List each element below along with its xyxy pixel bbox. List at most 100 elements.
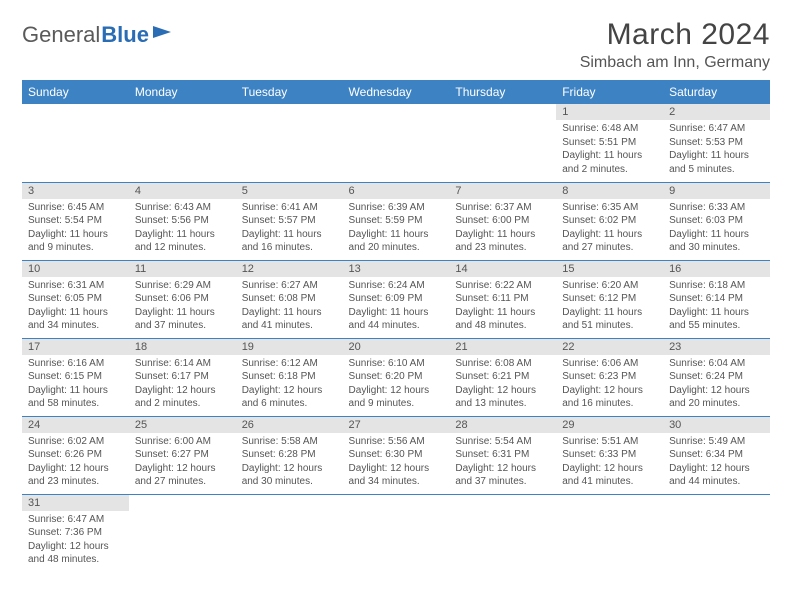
day-number: 5 [236, 183, 343, 199]
day-number: 22 [556, 339, 663, 355]
day-number: 17 [22, 339, 129, 355]
day-number [236, 104, 343, 120]
day-cell: 17Sunrise: 6:16 AMSunset: 6:15 PMDayligh… [22, 338, 129, 416]
sunset-text: Sunset: 6:18 PM [242, 370, 337, 384]
day-cell: 27Sunrise: 5:56 AMSunset: 6:30 PMDayligh… [343, 416, 450, 494]
day-details: Sunrise: 6:29 AMSunset: 6:06 PMDaylight:… [129, 277, 236, 337]
daylight-text: and 5 minutes. [669, 163, 764, 177]
daylight-text: and 20 minutes. [349, 241, 444, 255]
day-cell: 29Sunrise: 5:51 AMSunset: 6:33 PMDayligh… [556, 416, 663, 494]
day-cell: 21Sunrise: 6:08 AMSunset: 6:21 PMDayligh… [449, 338, 556, 416]
daylight-text: Daylight: 11 hours [28, 306, 123, 320]
sunset-text: Sunset: 5:56 PM [135, 214, 230, 228]
day-cell [449, 494, 556, 572]
daylight-text: and 37 minutes. [135, 319, 230, 333]
daylight-text: and 34 minutes. [349, 475, 444, 489]
sunrise-text: Sunrise: 6:45 AM [28, 201, 123, 215]
day-details: Sunrise: 6:06 AMSunset: 6:23 PMDaylight:… [556, 355, 663, 415]
day-details: Sunrise: 6:18 AMSunset: 6:14 PMDaylight:… [663, 277, 770, 337]
day-details: Sunrise: 6:00 AMSunset: 6:27 PMDaylight:… [129, 433, 236, 493]
day-details: Sunrise: 6:22 AMSunset: 6:11 PMDaylight:… [449, 277, 556, 337]
day-number [449, 495, 556, 511]
sunrise-text: Sunrise: 6:22 AM [455, 279, 550, 293]
day-header: Tuesday [236, 80, 343, 104]
sunrise-text: Sunrise: 6:04 AM [669, 357, 764, 371]
day-cell: 8Sunrise: 6:35 AMSunset: 6:02 PMDaylight… [556, 182, 663, 260]
sunset-text: Sunset: 5:53 PM [669, 136, 764, 150]
sunrise-text: Sunrise: 6:48 AM [562, 122, 657, 136]
day-details: Sunrise: 6:31 AMSunset: 6:05 PMDaylight:… [22, 277, 129, 337]
daylight-text: Daylight: 12 hours [242, 462, 337, 476]
day-cell [449, 104, 556, 182]
sunrise-text: Sunrise: 6:29 AM [135, 279, 230, 293]
day-number: 27 [343, 417, 450, 433]
daylight-text: and 34 minutes. [28, 319, 123, 333]
sunrise-text: Sunrise: 5:49 AM [669, 435, 764, 449]
day-cell: 31Sunrise: 6:47 AMSunset: 7:36 PMDayligh… [22, 494, 129, 572]
week-row: 17Sunrise: 6:16 AMSunset: 6:15 PMDayligh… [22, 338, 770, 416]
daylight-text: and 48 minutes. [455, 319, 550, 333]
day-header: Sunday [22, 80, 129, 104]
sunset-text: Sunset: 6:06 PM [135, 292, 230, 306]
day-number: 1 [556, 104, 663, 120]
day-cell: 20Sunrise: 6:10 AMSunset: 6:20 PMDayligh… [343, 338, 450, 416]
day-number: 15 [556, 261, 663, 277]
day-number: 23 [663, 339, 770, 355]
day-cell: 6Sunrise: 6:39 AMSunset: 5:59 PMDaylight… [343, 182, 450, 260]
day-number [663, 495, 770, 511]
day-number: 26 [236, 417, 343, 433]
daylight-text: and 48 minutes. [28, 553, 123, 567]
day-details: Sunrise: 6:10 AMSunset: 6:20 PMDaylight:… [343, 355, 450, 415]
day-number: 13 [343, 261, 450, 277]
daylight-text: and 58 minutes. [28, 397, 123, 411]
day-cell: 13Sunrise: 6:24 AMSunset: 6:09 PMDayligh… [343, 260, 450, 338]
day-number: 31 [22, 495, 129, 511]
sunrise-text: Sunrise: 6:27 AM [242, 279, 337, 293]
day-cell: 11Sunrise: 6:29 AMSunset: 6:06 PMDayligh… [129, 260, 236, 338]
day-header: Monday [129, 80, 236, 104]
day-cell: 23Sunrise: 6:04 AMSunset: 6:24 PMDayligh… [663, 338, 770, 416]
daylight-text: and 16 minutes. [242, 241, 337, 255]
daylight-text: Daylight: 12 hours [242, 384, 337, 398]
daylight-text: and 30 minutes. [242, 475, 337, 489]
sunrise-text: Sunrise: 6:47 AM [669, 122, 764, 136]
sunset-text: Sunset: 5:54 PM [28, 214, 123, 228]
day-details: Sunrise: 6:45 AMSunset: 5:54 PMDaylight:… [22, 199, 129, 259]
sunrise-text: Sunrise: 6:31 AM [28, 279, 123, 293]
day-details: Sunrise: 6:24 AMSunset: 6:09 PMDaylight:… [343, 277, 450, 337]
sunrise-text: Sunrise: 6:39 AM [349, 201, 444, 215]
daylight-text: Daylight: 11 hours [562, 228, 657, 242]
day-cell [129, 494, 236, 572]
sunset-text: Sunset: 6:08 PM [242, 292, 337, 306]
sunrise-text: Sunrise: 6:08 AM [455, 357, 550, 371]
day-details: Sunrise: 6:02 AMSunset: 6:26 PMDaylight:… [22, 433, 129, 493]
daylight-text: Daylight: 11 hours [669, 228, 764, 242]
day-number: 4 [129, 183, 236, 199]
day-header-row: Sunday Monday Tuesday Wednesday Thursday… [22, 80, 770, 104]
sunset-text: Sunset: 6:20 PM [349, 370, 444, 384]
day-header: Wednesday [343, 80, 450, 104]
day-details: Sunrise: 5:51 AMSunset: 6:33 PMDaylight:… [556, 433, 663, 493]
week-row: 24Sunrise: 6:02 AMSunset: 6:26 PMDayligh… [22, 416, 770, 494]
daylight-text: Daylight: 11 hours [669, 149, 764, 163]
daylight-text: and 41 minutes. [562, 475, 657, 489]
day-number: 6 [343, 183, 450, 199]
week-row: 1Sunrise: 6:48 AMSunset: 5:51 PMDaylight… [22, 104, 770, 182]
day-details: Sunrise: 6:43 AMSunset: 5:56 PMDaylight:… [129, 199, 236, 259]
day-number: 28 [449, 417, 556, 433]
daylight-text: Daylight: 12 hours [28, 462, 123, 476]
day-details: Sunrise: 6:12 AMSunset: 6:18 PMDaylight:… [236, 355, 343, 415]
week-row: 31Sunrise: 6:47 AMSunset: 7:36 PMDayligh… [22, 494, 770, 572]
day-number: 24 [22, 417, 129, 433]
day-details: Sunrise: 6:35 AMSunset: 6:02 PMDaylight:… [556, 199, 663, 259]
daylight-text: Daylight: 11 hours [562, 149, 657, 163]
day-cell [236, 104, 343, 182]
day-cell [663, 494, 770, 572]
daylight-text: Daylight: 11 hours [455, 306, 550, 320]
daylight-text: Daylight: 11 hours [669, 306, 764, 320]
day-cell: 12Sunrise: 6:27 AMSunset: 6:08 PMDayligh… [236, 260, 343, 338]
day-header: Saturday [663, 80, 770, 104]
daylight-text: Daylight: 12 hours [669, 462, 764, 476]
day-details: Sunrise: 6:14 AMSunset: 6:17 PMDaylight:… [129, 355, 236, 415]
sunrise-text: Sunrise: 6:43 AM [135, 201, 230, 215]
